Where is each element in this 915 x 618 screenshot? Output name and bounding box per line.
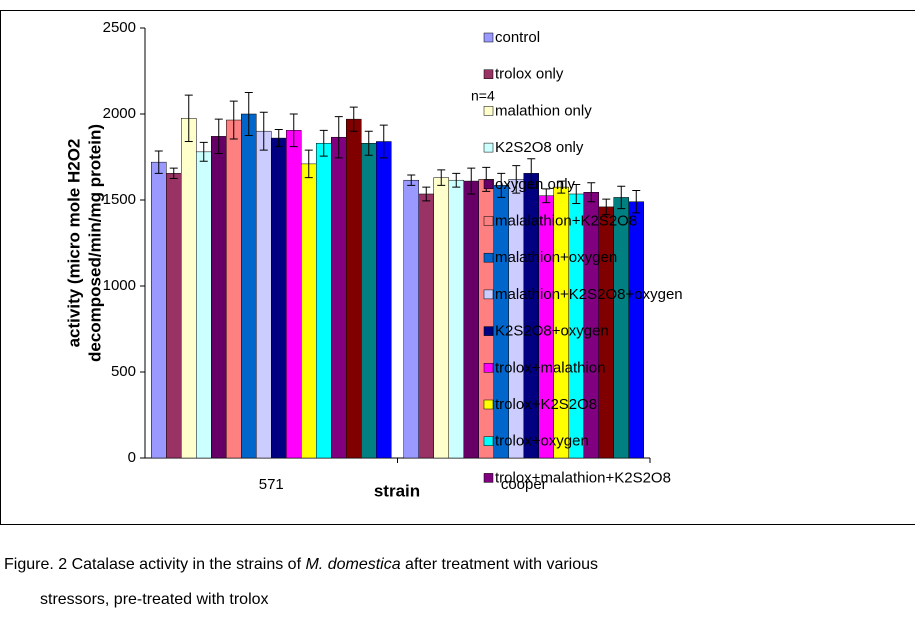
bar — [614, 197, 629, 458]
bar — [151, 162, 166, 458]
annotation: n=4 — [471, 88, 495, 104]
y-tick-label: 0 — [128, 449, 136, 466]
legend-label: malathion+oxygen — [495, 249, 617, 266]
legend-label: trolox only — [495, 66, 564, 83]
legend-swatch — [484, 180, 493, 189]
caption-text: M. domestica — [305, 556, 400, 573]
bar — [226, 120, 241, 458]
y-tick-label: 1000 — [103, 277, 136, 294]
legend-label: K2S2O8 only — [495, 139, 584, 156]
x-axis-label: strain — [374, 481, 420, 500]
legend-swatch — [484, 143, 493, 152]
y-axis-label: activity (micro mole H2O2 — [64, 139, 83, 348]
y-tick-label: 500 — [111, 363, 136, 380]
legend-label: trolox+malathion+K2S2O8 — [495, 469, 671, 486]
bar — [361, 143, 376, 458]
bar — [346, 119, 361, 458]
bar — [464, 181, 479, 458]
bar — [316, 143, 331, 458]
x-tick-label: 571 — [259, 476, 284, 493]
legend-label: trolox+K2S2O8 — [495, 396, 597, 413]
legend-label: trolox+oxygen — [495, 433, 589, 450]
legend-label: malalathion+K2S2O8 — [495, 212, 637, 229]
legend-swatch — [484, 400, 493, 409]
legend-swatch — [484, 290, 493, 299]
caption-text: Figure. 2 Catalase activity in the strai… — [4, 556, 305, 573]
legend-swatch — [484, 473, 493, 482]
bar — [404, 180, 419, 458]
bar — [166, 173, 181, 458]
bar — [449, 180, 464, 458]
legend-label: oxygen only — [495, 176, 576, 193]
bar — [256, 131, 271, 458]
caption-text: after treatment with various — [401, 556, 598, 573]
bar — [629, 202, 644, 458]
bar — [301, 164, 316, 458]
legend-swatch — [484, 70, 493, 79]
legend-swatch — [484, 327, 493, 336]
y-tick-label: 2500 — [103, 19, 136, 36]
legend-label: K2S2O8+oxygen — [495, 323, 609, 340]
caption: Figure. 2 Catalase activity in the strai… — [4, 556, 598, 573]
bar — [286, 130, 301, 458]
bar — [271, 138, 286, 458]
caption: stressors, pre-treated with trolox — [40, 591, 269, 608]
legend-swatch — [484, 106, 493, 115]
bar — [419, 194, 434, 458]
legend-label: malathion only — [495, 102, 592, 119]
legend-swatch — [484, 33, 493, 42]
legend-swatch — [484, 217, 493, 226]
legend-swatch — [484, 437, 493, 446]
legend-label: control — [495, 29, 540, 46]
legend-swatch — [484, 253, 493, 262]
bar — [376, 142, 391, 458]
y-tick-label: 1500 — [103, 191, 136, 208]
bar — [196, 152, 211, 458]
y-tick-label: 2000 — [103, 105, 136, 122]
y-axis-label: decomposed/min/mg protein) — [85, 124, 104, 362]
legend-swatch — [484, 363, 493, 372]
bar — [181, 118, 196, 458]
bar — [434, 178, 449, 458]
bar — [241, 114, 256, 458]
bar — [211, 136, 226, 458]
bar — [331, 137, 346, 458]
legend-label: malathion+K2S2O8+oxygen — [495, 286, 683, 303]
legend-label: trolox+malathion — [495, 359, 605, 376]
